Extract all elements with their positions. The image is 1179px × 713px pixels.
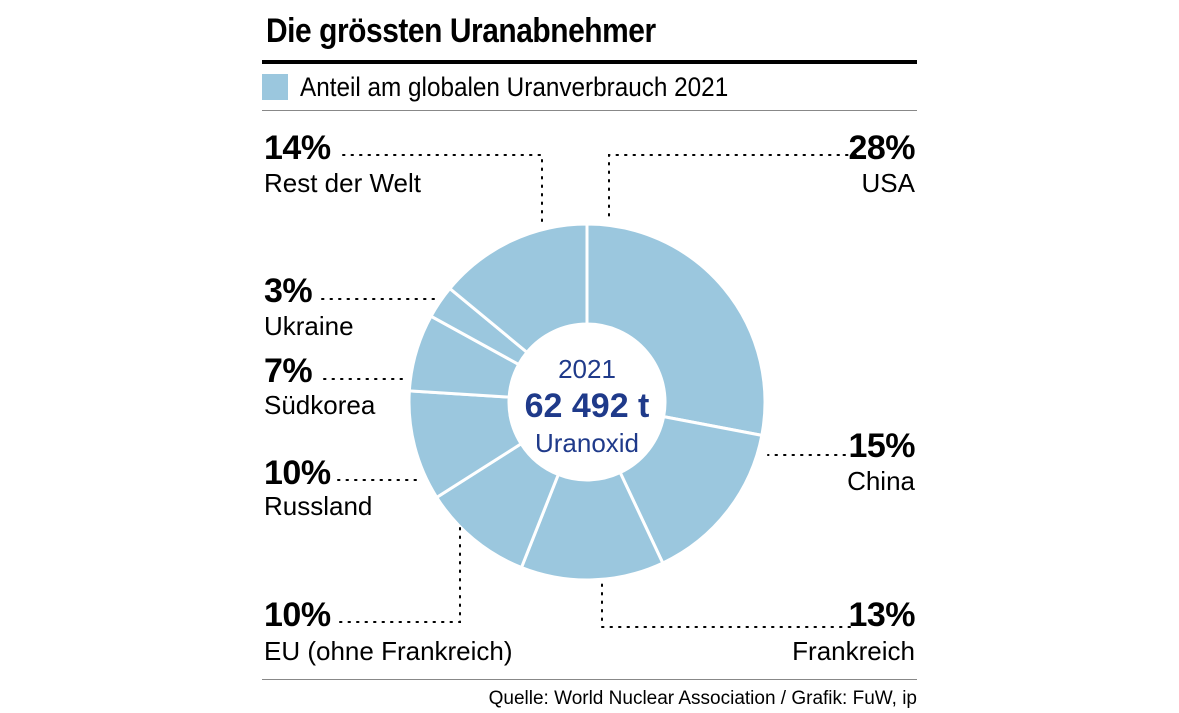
value-label-eu-ohne-frankreich: 10%	[264, 596, 331, 634]
slice-rest-der-welt	[447, 222, 589, 355]
value-label-südkorea: 7%	[264, 352, 312, 390]
center-unit: Uranoxid	[535, 428, 639, 458]
legend-swatch	[262, 74, 288, 100]
value-label-frankreich: 13%	[848, 596, 915, 634]
value-label-rest-der-welt: 14%	[264, 129, 331, 167]
legend: Anteil am globalen Uranverbrauch 2021	[262, 72, 776, 102]
donut-slices	[407, 222, 767, 582]
title-rule	[262, 60, 917, 64]
source-rule	[262, 679, 917, 680]
source-note: Quelle: World Nuclear Association / Graf…	[488, 688, 917, 709]
category-label-frankreich: Frankreich	[792, 636, 915, 666]
chart-title: Die grössten Uranabnehmer	[266, 12, 656, 50]
value-label-usa: 28%	[848, 129, 915, 167]
category-label-china: China	[847, 466, 915, 496]
center-year: 2021	[558, 354, 616, 384]
category-label-ukraine: Ukraine	[264, 311, 354, 341]
category-label-usa: USA	[862, 168, 916, 198]
category-label-russland: Russland	[264, 491, 372, 521]
legend-rule	[262, 110, 917, 111]
leader-lines	[321, 154, 857, 628]
legend-label: Anteil am globalen Uranverbrauch 2021	[300, 71, 729, 102]
leader-frankreich	[601, 581, 851, 628]
center-total: 62 492 t	[525, 387, 650, 425]
value-label-russland: 10%	[264, 454, 331, 492]
value-label-ukraine: 3%	[264, 272, 312, 310]
donut-hole	[510, 325, 664, 479]
slice-usa	[585, 222, 767, 438]
slice-china	[618, 414, 764, 566]
donut-center: 2021 62 492 t Uranoxid	[525, 354, 650, 458]
slice-frankreich	[519, 470, 665, 582]
category-label-südkorea: Südkorea	[264, 390, 376, 420]
value-label-china: 15%	[848, 427, 915, 465]
leader-usa	[608, 154, 857, 223]
leader-eu-ohne-frankreich	[339, 524, 461, 623]
category-label-rest-der-welt: Rest der Welt	[264, 168, 422, 198]
category-label-eu-ohne-frankreich: EU (ohne Frankreich)	[264, 636, 513, 666]
